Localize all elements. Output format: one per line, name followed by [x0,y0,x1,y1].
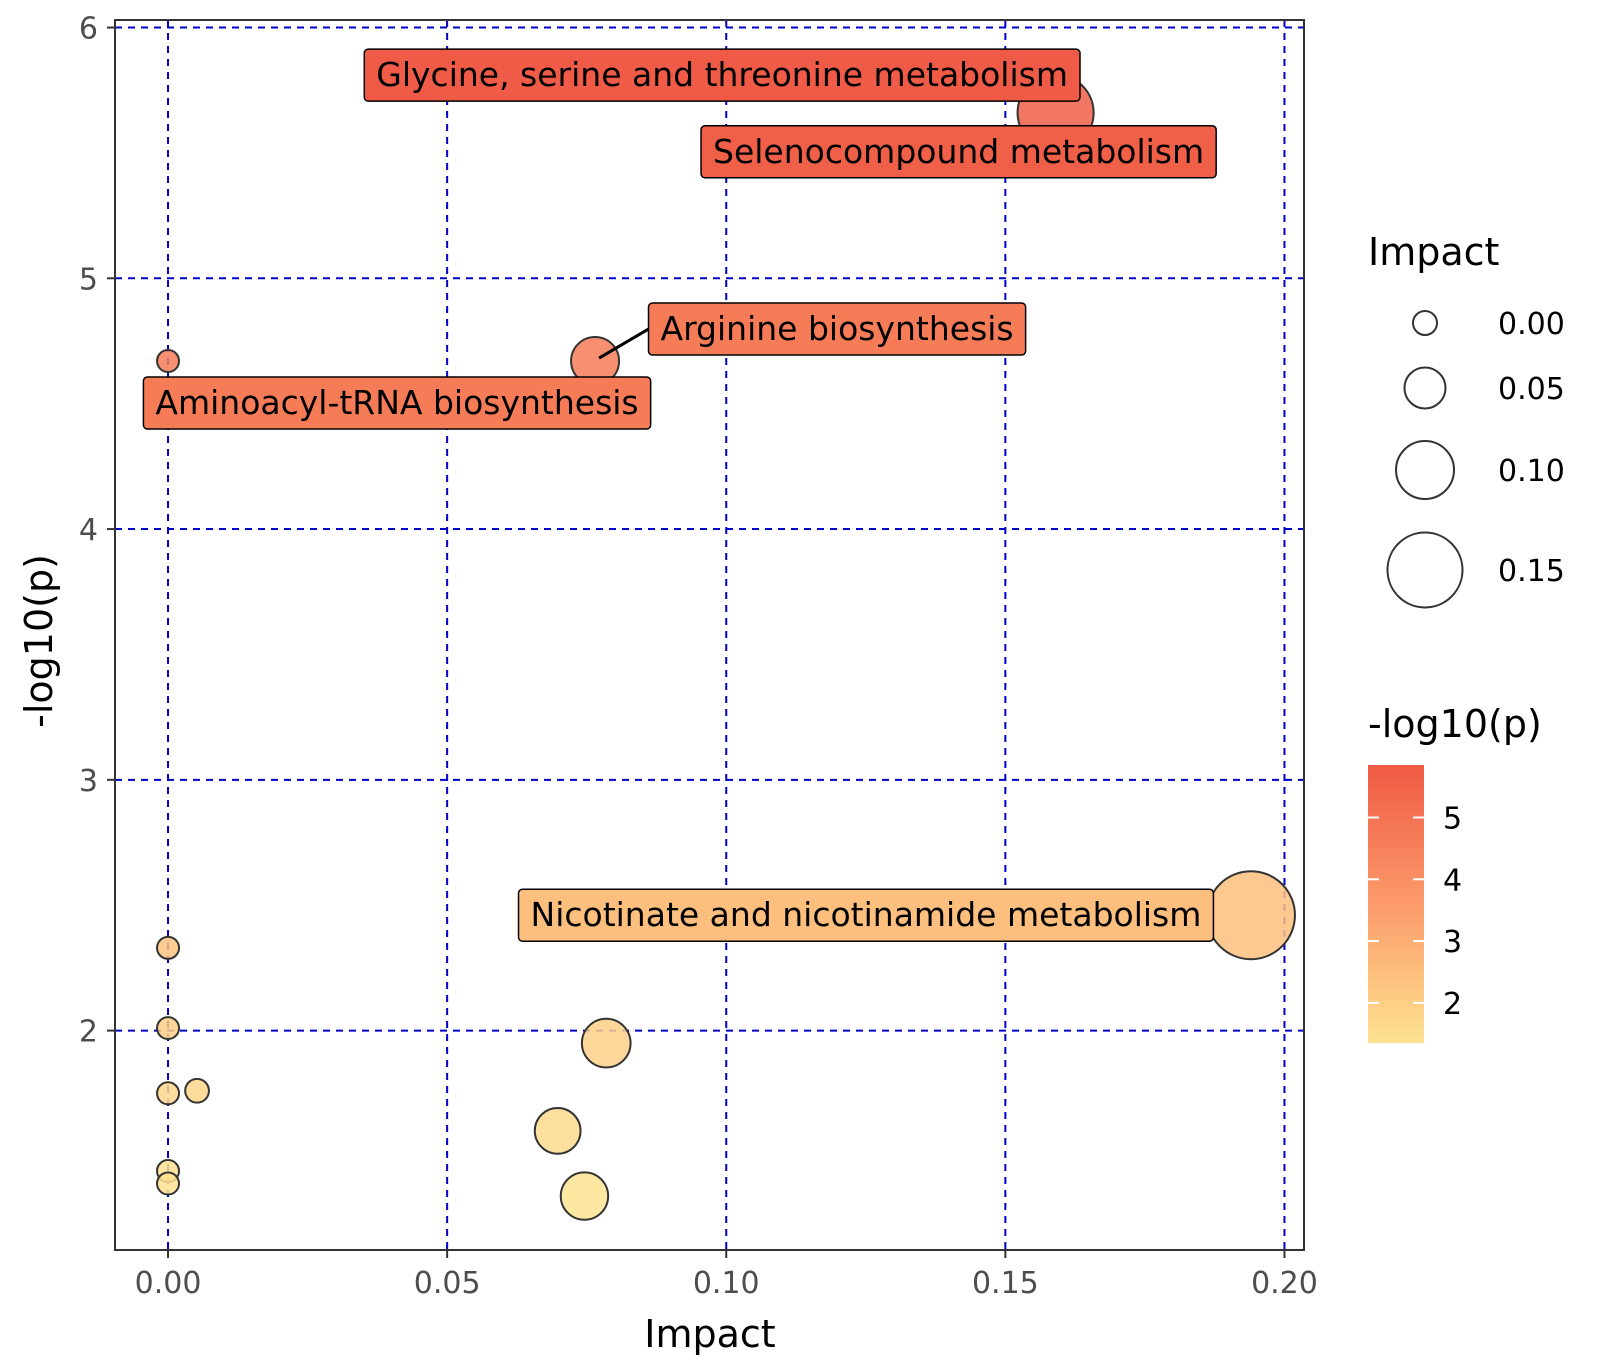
point-label-text: Selenocompound metabolism [713,132,1204,171]
data-point [559,1171,610,1221]
point-label: Nicotinate and nicotinamide metabolism [517,888,1215,942]
size-legend-key [1395,440,1455,500]
colorbar [1368,765,1424,1043]
axes: 0.00 0.05 0.10 0.15 0.20 2 3 4 5 6 [79,12,1318,1301]
colorbar-tick-label: 3 [1443,925,1462,960]
x-tick-label: 0.00 [135,1266,202,1301]
point-labels: Glycine, serine and threonine metabolism… [142,48,1217,942]
size-legend-key [1403,366,1447,410]
data-point [156,1016,181,1041]
y-tick-label: 3 [79,764,98,799]
data-point [1205,870,1296,961]
data-point [156,349,181,374]
size-legend-key [1386,531,1464,609]
plot-panel [115,20,1304,1250]
x-tick-label: 0.05 [414,1266,481,1301]
y-tick-label: 4 [79,513,98,548]
data-point [156,935,181,960]
color-legend-title: -log10(p) [1368,702,1542,746]
y-tick-label: 5 [79,262,98,297]
colorbar-tick-label: 5 [1443,802,1462,837]
point-label-box [647,302,1027,356]
data-point [184,1077,210,1104]
point-label-box [517,888,1215,942]
data-point [156,1171,181,1196]
size-legend-title: Impact [1368,230,1499,274]
size-legend-key [1412,310,1438,336]
point-label-text: Nicotinate and nicotinamide metabolism [531,895,1202,934]
colorbar-tick-label: 4 [1443,863,1462,898]
point-label: Selenocompound metabolism [700,125,1217,179]
y-axis-title: -log10(p) [17,554,61,728]
x-tick-label: 0.10 [693,1266,760,1301]
size-legend-label: 0.05 [1498,372,1565,407]
point-label-text: Glycine, serine and threonine metabolism [376,55,1068,94]
data-point [156,1081,181,1106]
size-legend: Impact 0.00 0.05 0.10 0.15 [1368,230,1565,609]
size-legend-label: 0.00 [1498,307,1565,342]
point-label: Aminoacyl-tRNA biosynthesis [142,376,652,430]
point-label: Glycine, serine and threonine metabolism [363,48,1081,102]
color-legend: -log10(p) 2 3 4 5 [1368,702,1542,1043]
point-label-box [700,125,1217,179]
point-label-box [363,48,1081,102]
x-tick-label: 0.15 [972,1266,1039,1301]
size-legend-label: 0.15 [1498,554,1565,589]
y-tick-label: 2 [79,1015,98,1050]
label-leader-line [598,327,650,360]
x-tick-label: 0.20 [1251,1266,1318,1301]
y-tick-label: 6 [79,12,98,47]
grid-lines [115,20,1304,1250]
data-point [580,1017,632,1069]
data-point [533,1107,582,1155]
point-label-text: Aminoacyl-tRNA biosynthesis [155,383,638,422]
point-label-box [142,376,652,430]
size-legend-label: 0.10 [1498,454,1565,489]
point-label-text: Arginine biosynthesis [661,309,1014,348]
plot-border [114,19,1305,1251]
colorbar-tick-label: 2 [1443,987,1462,1022]
x-axis-title: Impact [644,1312,775,1356]
point-label: Arginine biosynthesis [598,302,1027,360]
